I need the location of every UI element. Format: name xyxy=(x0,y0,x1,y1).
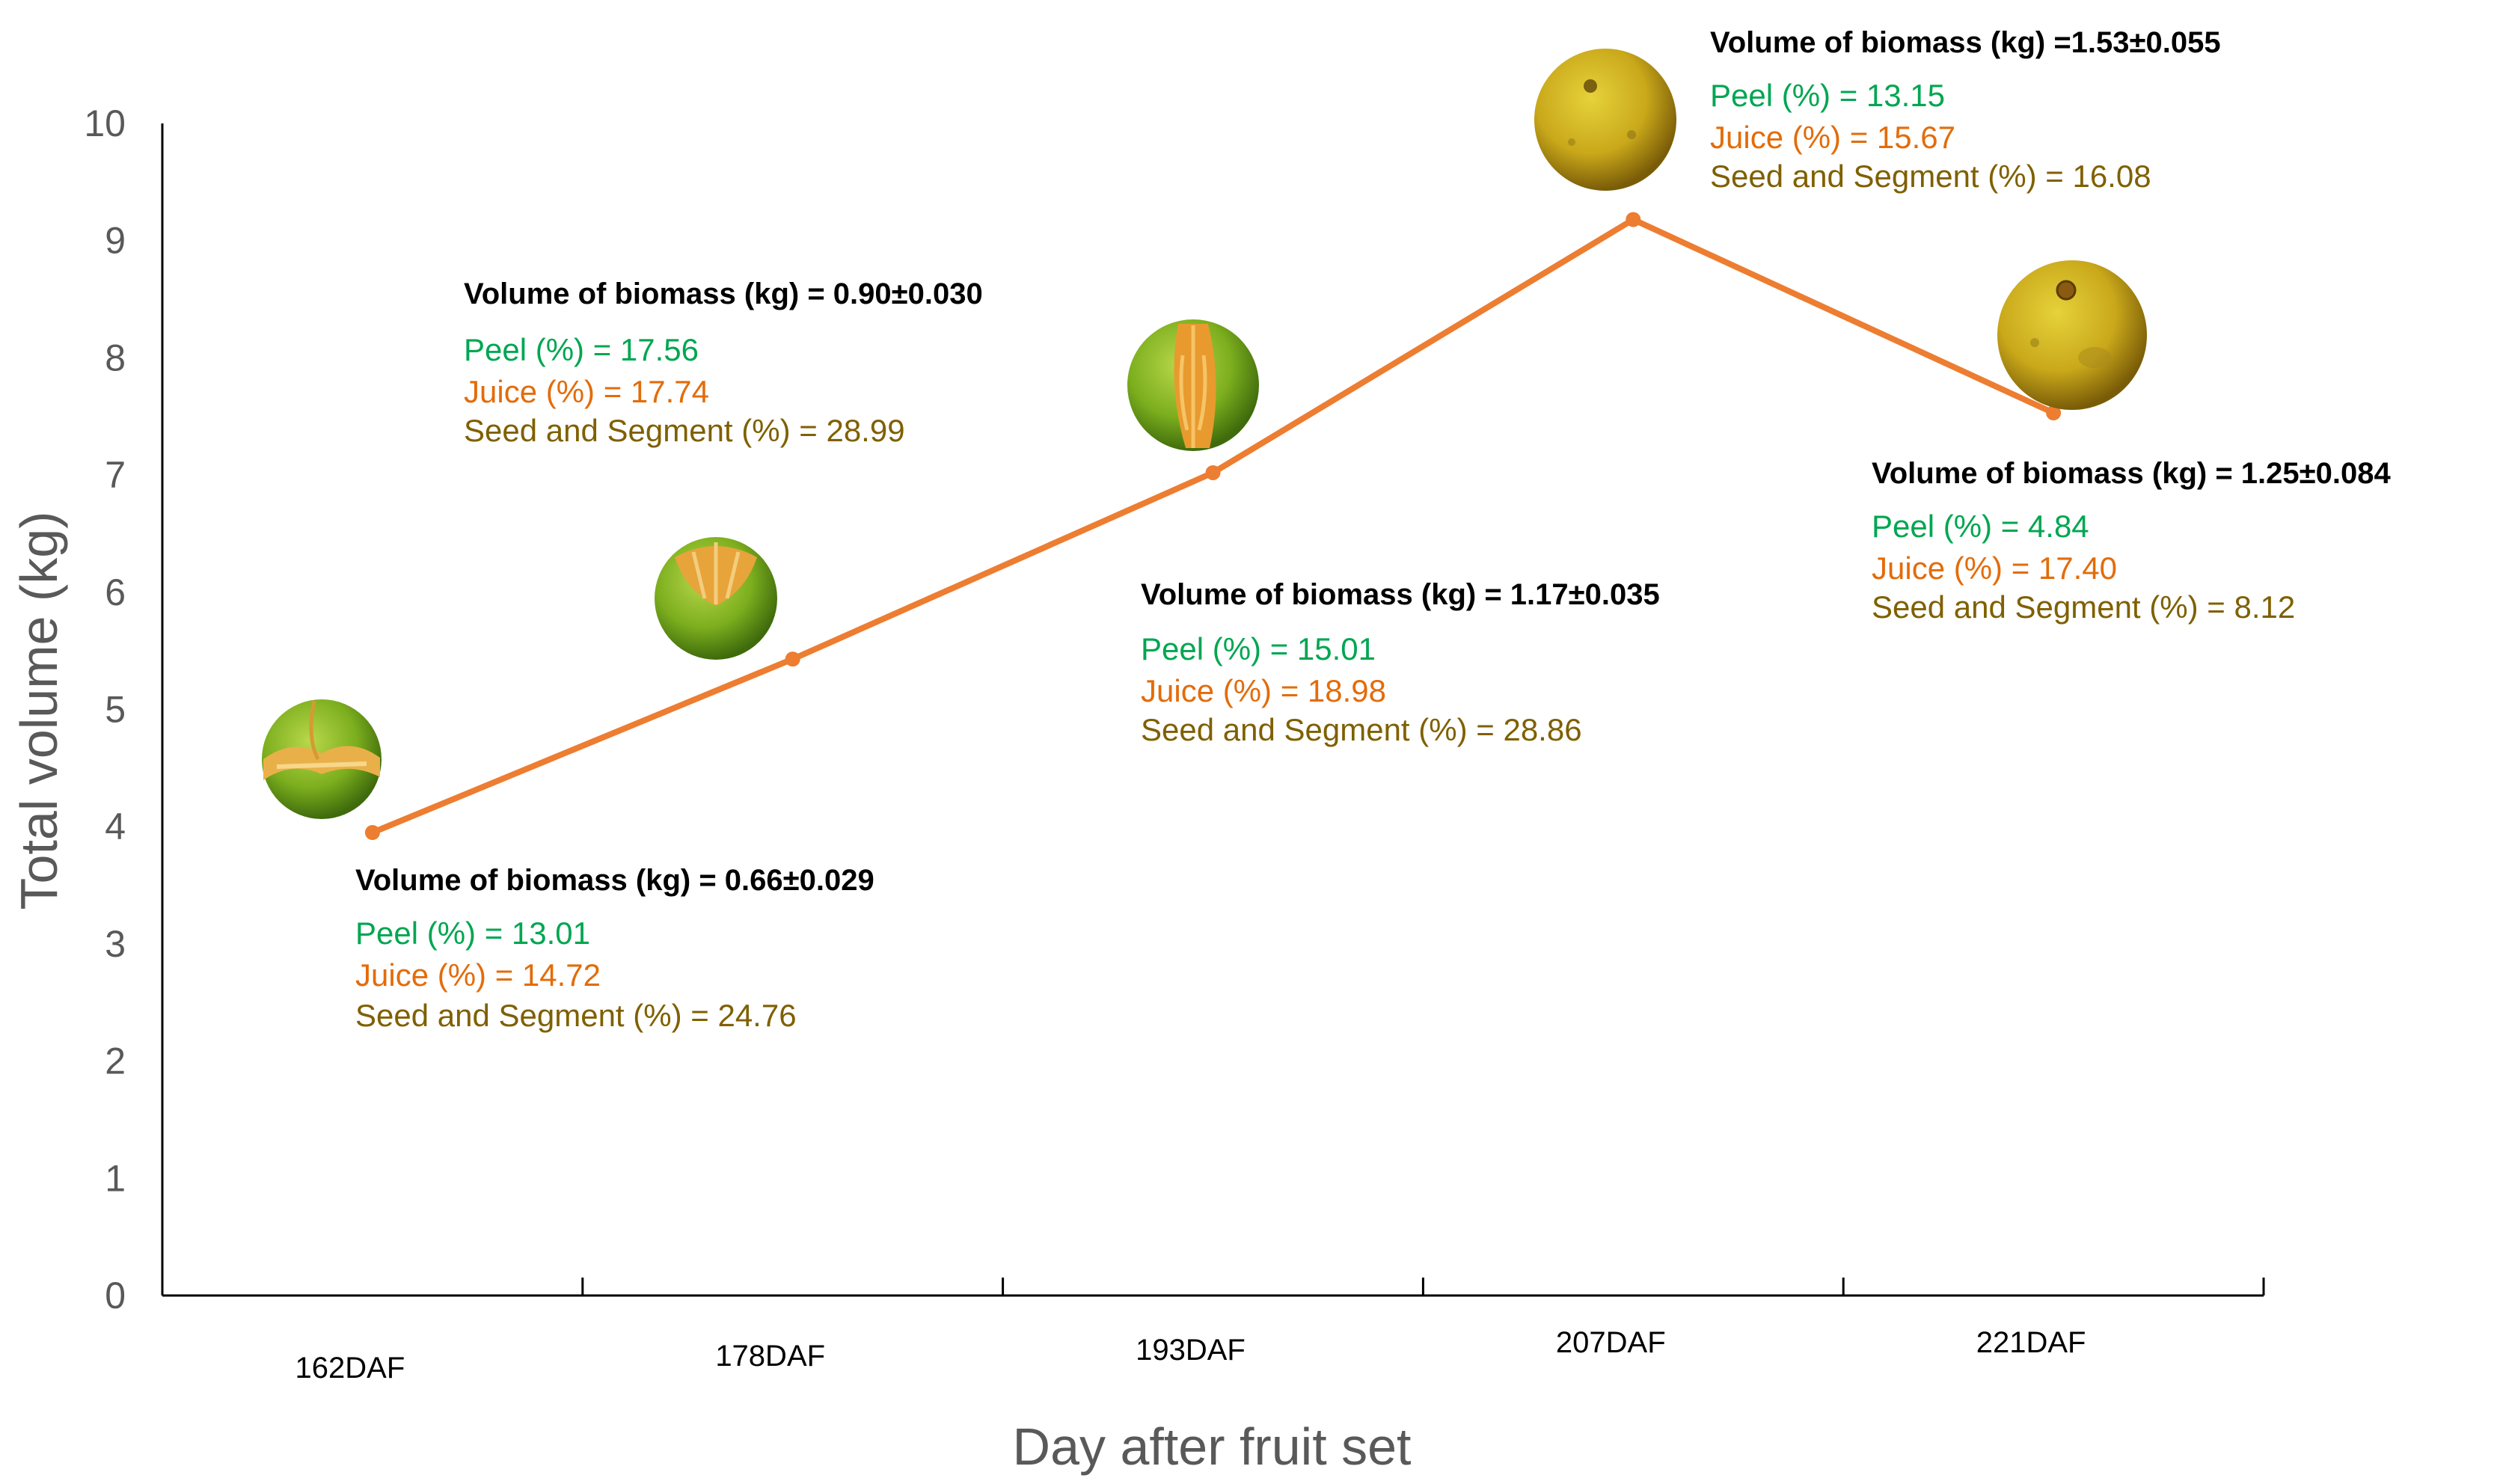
annotation-title: Volume of biomass (kg) = 0.90±0.030 xyxy=(464,278,983,310)
annotation-seed: Seed and Segment (%) = 28.86 xyxy=(1141,712,1582,747)
fruit-image-3 xyxy=(1127,319,1259,451)
x-axis-title: Day after fruit set xyxy=(1013,1417,1412,1476)
annotation-162daf: Volume of biomass (kg) = 0.66±0.029 Peel… xyxy=(355,864,874,1033)
annotation-seed: Seed and Segment (%) = 16.08 xyxy=(1710,159,2151,194)
annotation-juice: Juice (%) = 17.74 xyxy=(464,374,709,409)
annotation-207daf: Volume of biomass (kg) =1.53±0.055 Peel … xyxy=(1710,26,2221,194)
x-axis-tick-labels: 162DAF 178DAF 193DAF 207DAF 221DAF xyxy=(295,1326,2086,1385)
annotation-juice: Juice (%) = 18.98 xyxy=(1141,673,1386,708)
annotation-juice: Juice (%) = 14.72 xyxy=(355,957,601,993)
data-point xyxy=(2046,405,2062,421)
x-tick-label: 162DAF xyxy=(295,1352,405,1385)
y-tick-label: 4 xyxy=(105,806,126,847)
y-tick-label: 7 xyxy=(105,454,126,496)
annotation-peel: Peel (%) = 15.01 xyxy=(1141,631,1376,666)
annotation-juice: Juice (%) = 15.67 xyxy=(1710,120,1955,155)
y-axis-title: Total volume (kg) xyxy=(10,512,68,910)
annotation-seed: Seed and Segment (%) = 24.76 xyxy=(355,998,797,1033)
annotation-peel: Peel (%) = 13.15 xyxy=(1710,78,1945,113)
data-point xyxy=(364,825,380,841)
data-points xyxy=(364,212,2062,841)
y-tick-label: 3 xyxy=(105,923,126,965)
annotation-title: Volume of biomass (kg) =1.53±0.055 xyxy=(1710,26,2221,59)
x-tick-label: 207DAF xyxy=(1556,1326,1666,1359)
y-tick-label: 9 xyxy=(105,220,126,262)
annotation-221daf: Volume of biomass (kg) = 1.25±0.084 Peel… xyxy=(1872,457,2391,625)
fruit-image-4 xyxy=(1534,49,1676,191)
y-tick-label: 2 xyxy=(105,1040,126,1082)
x-axis-ticks xyxy=(581,1278,2265,1296)
fruit-image-2 xyxy=(655,537,777,660)
data-point xyxy=(1205,464,1221,480)
y-tick-label: 5 xyxy=(105,689,126,731)
y-tick-label: 1 xyxy=(105,1157,126,1199)
y-axis-tick-labels: 0 1 2 3 4 5 6 7 8 9 10 xyxy=(84,102,126,1316)
annotation-title: Volume of biomass (kg) = 1.25±0.084 xyxy=(1872,457,2391,490)
annotation-juice: Juice (%) = 17.40 xyxy=(1872,551,2117,586)
x-tick-label: 178DAF xyxy=(715,1340,825,1373)
y-tick-label: 10 xyxy=(84,102,126,144)
annotation-seed: Seed and Segment (%) = 28.99 xyxy=(464,413,905,448)
data-point xyxy=(1626,212,1641,227)
annotation-peel: Peel (%) = 13.01 xyxy=(355,916,590,951)
fruit-image-1 xyxy=(262,699,382,819)
y-tick-label: 6 xyxy=(105,571,126,613)
x-tick-label: 193DAF xyxy=(1136,1334,1246,1367)
annotation-title: Volume of biomass (kg) = 0.66±0.029 xyxy=(355,864,874,897)
data-point xyxy=(785,651,800,667)
annotation-178daf: Volume of biomass (kg) = 0.90±0.030 Peel… xyxy=(464,278,983,448)
fruit-image-5 xyxy=(1997,260,2147,410)
y-tick-label: 8 xyxy=(105,337,126,378)
annotation-seed: Seed and Segment (%) = 8.12 xyxy=(1872,589,2295,625)
annotation-title: Volume of biomass (kg) = 1.17±0.035 xyxy=(1141,578,1660,611)
y-tick-label: 0 xyxy=(105,1275,126,1316)
annotation-peel: Peel (%) = 17.56 xyxy=(464,332,699,367)
annotation-peel: Peel (%) = 4.84 xyxy=(1872,509,2089,544)
annotation-193daf: Volume of biomass (kg) = 1.17±0.035 Peel… xyxy=(1141,578,1660,747)
x-tick-label: 221DAF xyxy=(1976,1326,2086,1359)
